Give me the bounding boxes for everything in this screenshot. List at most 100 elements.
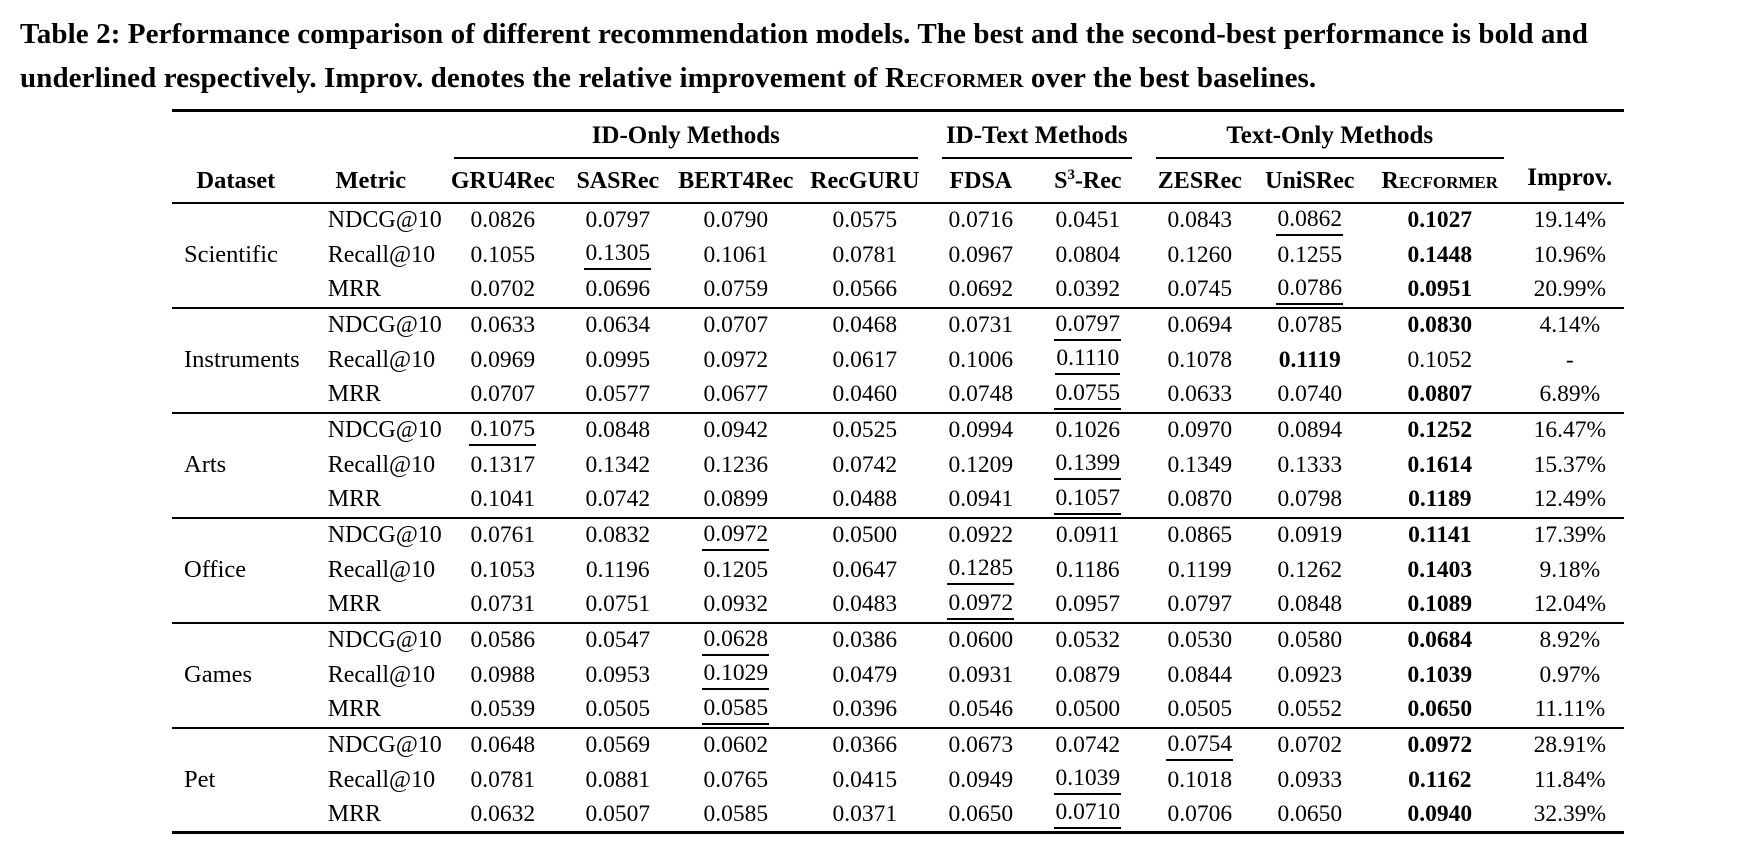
value-cell: 0.0798 bbox=[1277, 486, 1343, 513]
value-cell: 0.0826 bbox=[470, 207, 536, 234]
value-cell: 0.1349 bbox=[1167, 451, 1233, 478]
value-cell: 0.0972 bbox=[1407, 732, 1473, 759]
method-header: UniSRec bbox=[1265, 167, 1355, 194]
method-header: SASRec bbox=[576, 167, 660, 194]
value-cell: 0.1399 bbox=[1032, 448, 1144, 483]
table-row: MRR 0.0632 0.0507 0.0585 0.0371 0.0650 0.0710 0… bbox=[172, 798, 1624, 833]
method-group-label: Text-Only Methods bbox=[1226, 122, 1434, 150]
value-cell: 0.0632 bbox=[470, 800, 536, 827]
dataset-block: Office NDCG@10 0.0761 0.0832 0.0972 0.0500 0.0… bbox=[172, 517, 1624, 623]
improv-cell: 11.84% bbox=[1534, 766, 1606, 793]
value-cell: 0.1041 bbox=[470, 486, 536, 513]
table-row: MRR 0.1041 0.0742 0.0899 0.0488 0.0941 0.1057 0… bbox=[172, 483, 1624, 518]
improv-cell: 20.99% bbox=[1533, 276, 1607, 303]
value-cell: 0.0972 bbox=[672, 518, 800, 553]
value-cell: 0.0919 bbox=[1277, 522, 1343, 549]
table-row: Scientific NDCG@10 0.0826 0.0797 0.0790 0.057… bbox=[172, 203, 1624, 269]
dataset-cell: Scientific bbox=[184, 241, 278, 269]
value-cell: 0.0797 bbox=[585, 207, 651, 234]
value-cell: 0.0692 bbox=[948, 276, 1014, 303]
value-cell: 0.0807 bbox=[1407, 381, 1473, 408]
value-cell: 0.0633 bbox=[1167, 381, 1233, 408]
value-cell: 0.0761 bbox=[470, 522, 536, 549]
value-cell: 0.0451 bbox=[1055, 207, 1121, 234]
value-cell: 0.0879 bbox=[1055, 661, 1121, 688]
second-best-underline: 0.0862 bbox=[1276, 206, 1344, 236]
value-cell: 0.0790 bbox=[703, 207, 769, 234]
value-cell: 0.0539 bbox=[470, 696, 536, 723]
metric-cell: NDCG@10 bbox=[327, 312, 442, 339]
value-cell: 0.0468 bbox=[832, 312, 898, 339]
performance-table: Dataset Metric ID-Only Methods ID-Text Meth… bbox=[172, 109, 1624, 835]
caption-text: over the best baselines. bbox=[1023, 62, 1317, 95]
value-cell: 0.0617 bbox=[832, 346, 898, 373]
value-cell: 0.0786 bbox=[1256, 273, 1364, 308]
value-cell: 0.1075 bbox=[442, 413, 564, 448]
method-group-header: Text-Only Methods bbox=[1144, 111, 1516, 159]
value-cell: 0.1342 bbox=[585, 451, 651, 478]
value-cell: 0.0995 bbox=[585, 346, 651, 373]
table-row: Arts NDCG@10 0.1075 0.0848 0.0942 0.0525 0.099… bbox=[172, 413, 1624, 479]
value-cell: 0.1285 bbox=[930, 553, 1032, 588]
value-cell: 0.0970 bbox=[1167, 417, 1233, 444]
value-cell: 0.1205 bbox=[703, 556, 769, 583]
value-cell: 0.0848 bbox=[585, 417, 651, 444]
value-cell: 0.1119 bbox=[1278, 346, 1341, 373]
value-cell: 0.0781 bbox=[470, 766, 536, 793]
value-cell: 0.0547 bbox=[585, 627, 651, 654]
metric-cell: Recall@10 bbox=[327, 661, 436, 688]
table-row: Recall@10 0.0988 0.0953 0.1029 0.0479 0.0931 0… bbox=[172, 658, 1624, 693]
value-cell: 0.0785 bbox=[1277, 312, 1343, 339]
value-cell: 0.0922 bbox=[948, 522, 1014, 549]
value-cell: 0.1110 bbox=[1032, 343, 1144, 378]
value-cell: 0.0585 bbox=[672, 693, 800, 728]
value-cell: 0.0710 bbox=[1032, 798, 1144, 833]
value-cell: 0.0765 bbox=[703, 766, 769, 793]
header-method-row: GRU4Rec SASRec BERT4Rec RecGURU FDSA S3-Rec ZE… bbox=[172, 159, 1624, 203]
caption-line-1: Table 2: Performance comparison of diffe… bbox=[20, 12, 1746, 56]
value-cell: 0.0600 bbox=[948, 627, 1014, 654]
second-best-underline: 0.0786 bbox=[1276, 275, 1344, 305]
method-header: BERT4Rec bbox=[678, 167, 794, 194]
value-cell: 0.0648 bbox=[470, 732, 536, 759]
value-cell: 0.0694 bbox=[1167, 312, 1233, 339]
value-cell: 0.0932 bbox=[703, 591, 769, 618]
improv-cell: 8.92% bbox=[1539, 627, 1601, 654]
group-underline-rule bbox=[1155, 156, 1504, 159]
value-cell: 0.0647 bbox=[832, 556, 898, 583]
value-cell: 0.0745 bbox=[1167, 276, 1233, 303]
improv-cell: 12.04% bbox=[1533, 591, 1607, 618]
method-header: ZESRec bbox=[1157, 167, 1242, 194]
table-row: MRR 0.0707 0.0577 0.0677 0.0460 0.0748 0.0755 0… bbox=[172, 378, 1624, 413]
table-row: Office NDCG@10 0.0761 0.0832 0.0972 0.0500 0.0… bbox=[172, 518, 1624, 584]
value-cell: 0.0585 bbox=[703, 800, 769, 827]
value-cell: 0.0931 bbox=[948, 661, 1014, 688]
value-cell: 0.0525 bbox=[832, 417, 898, 444]
metric-cell: MRR bbox=[327, 381, 382, 408]
value-cell: 0.1027 bbox=[1407, 207, 1473, 234]
improv-cell: 12.49% bbox=[1533, 486, 1607, 513]
second-best-underline: 0.0755 bbox=[1054, 380, 1122, 410]
value-cell: 0.0988 bbox=[470, 661, 536, 688]
value-cell: 0.1448 bbox=[1407, 241, 1473, 268]
method-group-label: ID-Text Methods bbox=[945, 122, 1128, 150]
improv-cell: 10.96% bbox=[1533, 241, 1607, 268]
value-cell: 0.0994 bbox=[948, 417, 1014, 444]
value-cell: 0.0923 bbox=[1277, 661, 1343, 688]
value-cell: 0.1209 bbox=[948, 451, 1014, 478]
value-cell: 0.0967 bbox=[948, 241, 1014, 268]
table-row: MRR 0.0539 0.0505 0.0585 0.0396 0.0546 0.0500 0… bbox=[172, 693, 1624, 728]
value-cell: 0.1061 bbox=[703, 241, 769, 268]
dataset-cell: Arts bbox=[184, 451, 227, 479]
value-cell: 0.0575 bbox=[832, 207, 898, 234]
table-row: Recall@10 0.1055 0.1305 0.1061 0.0781 0.0967 0… bbox=[172, 238, 1624, 273]
metric-cell: NDCG@10 bbox=[327, 207, 442, 234]
value-cell: 0.0479 bbox=[832, 661, 898, 688]
value-cell: 0.0371 bbox=[832, 800, 898, 827]
value-cell: 0.0650 bbox=[1407, 696, 1473, 723]
method-header: S3-Rec bbox=[1054, 166, 1122, 194]
value-cell: 0.1252 bbox=[1407, 417, 1473, 444]
value-cell: 0.0759 bbox=[703, 276, 769, 303]
table-row: Instruments NDCG@10 0.0633 0.0634 0.0707 0.04… bbox=[172, 308, 1624, 374]
value-cell: 0.0797 bbox=[1167, 591, 1233, 618]
